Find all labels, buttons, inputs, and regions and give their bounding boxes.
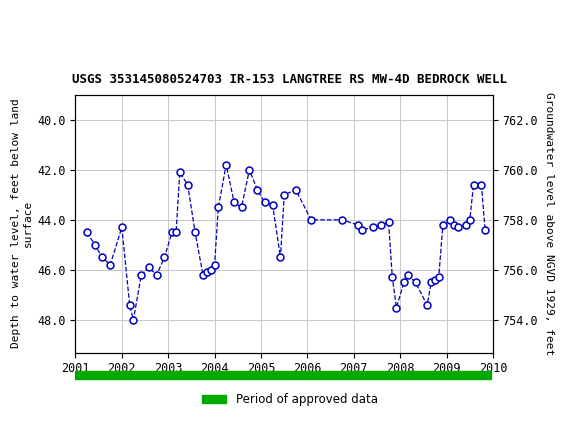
FancyBboxPatch shape [3,3,52,35]
Text: ËUSGS: ËUSGS [5,12,50,27]
Text: USGS 353145080524703 IR-153 LANGTREE RS MW-4D BEDROCK WELL: USGS 353145080524703 IR-153 LANGTREE RS … [72,73,508,86]
Y-axis label: Depth to water level, feet below land
surface: Depth to water level, feet below land su… [12,99,33,348]
Text: ≡USGS: ≡USGS [6,10,71,28]
Y-axis label: Groundwater level above NGVD 1929, feet: Groundwater level above NGVD 1929, feet [544,92,554,355]
Legend: Period of approved data: Period of approved data [198,389,382,411]
